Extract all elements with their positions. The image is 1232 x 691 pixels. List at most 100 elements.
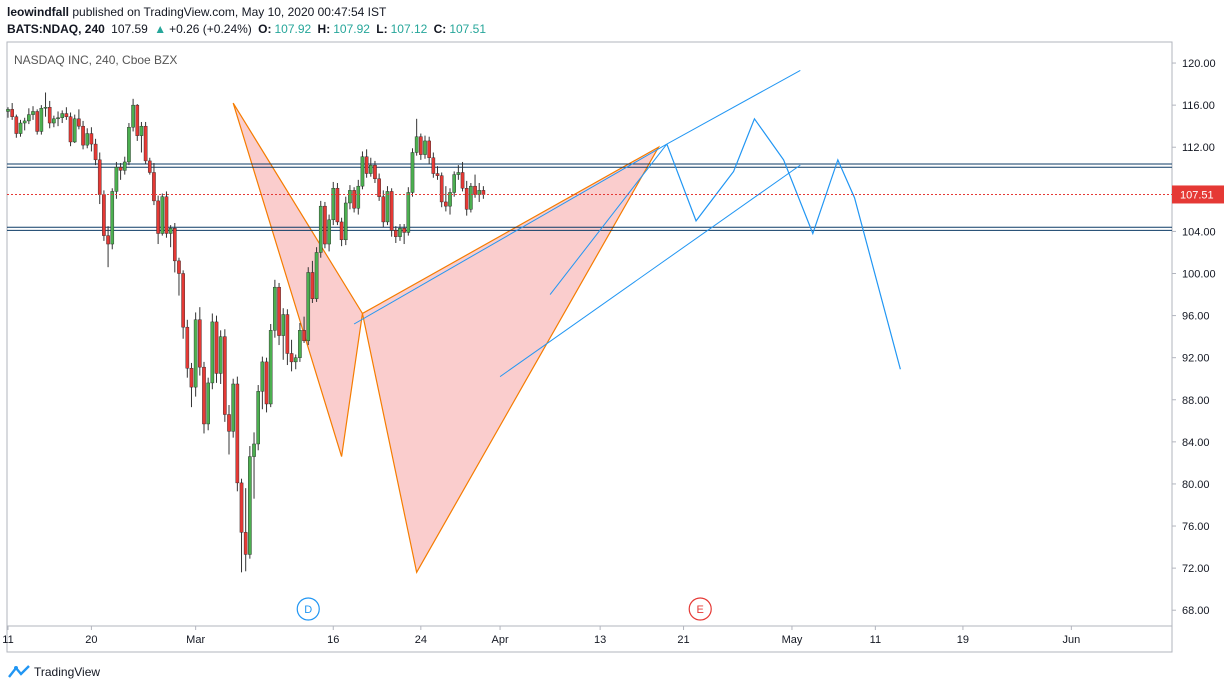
candle-body [189,367,194,388]
x-tick-label: May [782,634,803,646]
brand-name: TradingView [34,665,101,679]
candle-body [264,361,269,405]
candle-body [402,228,406,233]
candle-body [147,160,152,173]
candle-body [381,196,386,223]
publish-info: leowindfall published on TradingView.com… [7,5,386,19]
candle-body [143,125,148,162]
x-tick-label: Apr [491,634,508,646]
up-arrow-icon: ▲ [154,22,167,36]
candle-body [414,136,419,153]
candle-body [72,118,77,143]
x-tick-label: 11 [2,634,13,646]
candle-body [60,113,65,118]
candle-body [206,382,210,425]
candle-body [81,125,85,146]
tradingview-logo-icon [8,665,30,678]
open-label: O: [258,22,272,36]
x-tick-label: 13 [594,634,606,646]
y-tick-label: 72.00 [1182,563,1210,575]
pattern-triangle-xab [232,102,364,457]
candle-body [314,252,319,299]
chart-title: NASDAQ INC, 240, Cboe BZX [14,53,177,67]
candle-body [97,159,102,195]
open-value: 107.92 [274,22,312,36]
y-tick-label: 88.00 [1182,395,1210,407]
candle-body [394,230,398,237]
author-name[interactable]: leowindfall [7,5,70,19]
zigzag-projection [666,117,901,370]
event-marker-label: D [304,604,312,616]
candle-body [39,108,44,132]
candle-body [277,286,281,336]
candle-body [160,196,165,234]
candle-body [410,152,415,193]
candle-body [327,219,331,245]
candle-body [193,319,198,388]
candle-body [152,172,156,202]
candle-body [77,118,81,127]
x-tick-label: 24 [415,634,427,646]
y-tick-label: 76.00 [1182,521,1210,533]
candle-body [106,235,110,245]
candle-body [10,109,14,117]
candle-body [248,456,252,555]
candle-body [398,228,402,237]
candle-body [243,532,248,555]
candle-body [68,116,73,143]
y-tick-label: 92.00 [1182,353,1210,365]
candle-body [481,190,486,195]
candle-body [47,107,52,124]
candle-body [456,172,461,175]
candle-body [27,114,31,122]
candle-body [210,321,215,384]
candle-body [364,156,369,174]
y-tick-label: 116.00 [1182,100,1215,112]
candle-body [260,361,265,392]
candle-body [43,107,48,109]
candle-body [227,414,231,432]
candle-body [460,172,465,189]
x-tick-label: Mar [186,634,205,646]
candle-body [93,143,98,161]
candle-body [419,136,423,155]
candle-body [464,188,469,210]
candle-body [423,140,427,155]
candle-body [231,383,235,432]
candle-body [352,190,356,209]
candle-body [14,116,19,134]
candle-body [168,228,173,234]
candle-body [110,191,115,245]
tradingview-brand[interactable]: TradingView [8,665,100,679]
candle-body [439,175,444,203]
trend-line [666,69,801,145]
candle-body [131,104,135,128]
y-tick-label: 104.00 [1182,226,1216,238]
event-marker-label: E [697,604,704,616]
candle-body [385,191,390,223]
y-tick-label: 112.00 [1182,142,1215,154]
current-price-label: 107.51 [1180,189,1214,201]
candle-body [444,201,448,207]
candle-body [360,156,365,187]
symbol: BATS:NDAQ, 240 [7,22,105,36]
candle-body [368,164,373,174]
candle-body [335,188,340,223]
candle-body [293,357,298,363]
candle-body [156,200,160,234]
event-marker-e[interactable] [688,597,712,621]
candle-body [135,104,140,136]
candle-body [427,140,431,158]
candle-body [181,273,185,328]
candle-body [85,133,90,146]
candle-body [302,330,306,342]
price-change: +0.26 (+0.24%) [169,22,252,36]
x-tick-label: Jun [1062,634,1080,646]
event-marker-d[interactable] [296,597,320,621]
candle-body [102,194,106,236]
y-tick-label: 96.00 [1182,311,1210,323]
y-tick-label: 100.00 [1182,268,1216,280]
candle-body [35,111,39,132]
candle-body [323,205,327,245]
